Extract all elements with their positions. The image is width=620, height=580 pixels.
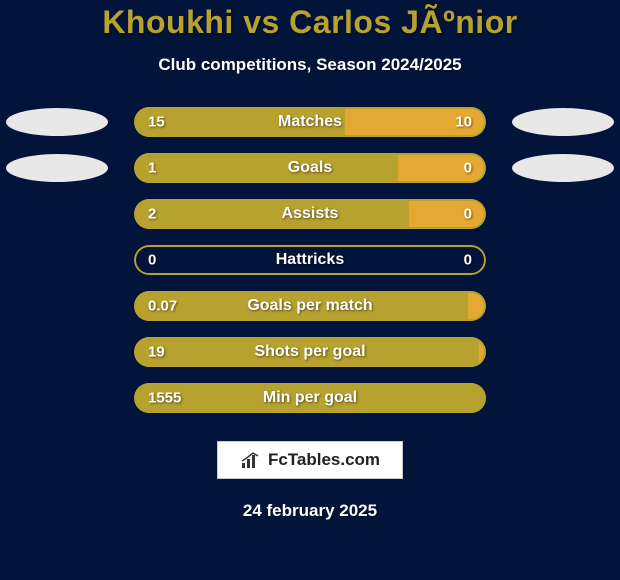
stat-seg-left [134, 337, 479, 367]
stat-value-left: 15 [148, 114, 165, 131]
stat-row: Shots per goal19 [0, 337, 620, 367]
stat-seg-left [134, 291, 468, 321]
stat-seg-left [134, 107, 345, 137]
stat-row: Goals per match0.07 [0, 291, 620, 321]
date-label: 24 february 2025 [243, 501, 377, 521]
subtitle: Club competitions, Season 2024/2025 [158, 55, 461, 75]
player-marker-left [6, 108, 108, 136]
stat-bar: Matches1510 [134, 107, 486, 137]
stat-seg-left [134, 383, 486, 413]
stat-seg-right [468, 291, 486, 321]
watermark-text: FcTables.com [268, 450, 380, 470]
stat-value-right: 10 [455, 114, 472, 131]
stat-bar: Goals10 [134, 153, 486, 183]
stat-value-left: 1 [148, 160, 156, 177]
stat-row: Assists20 [0, 199, 620, 229]
stat-value-left: 19 [148, 344, 165, 361]
stat-value-left: 2 [148, 206, 156, 223]
stat-seg-right [409, 199, 486, 229]
stat-seg-right [310, 245, 486, 275]
stat-bar: Shots per goal19 [134, 337, 486, 367]
stat-row: Min per goal1555 [0, 383, 620, 413]
stat-value-left: 1555 [148, 390, 181, 407]
player-marker-left [6, 154, 108, 182]
stat-bar: Min per goal1555 [134, 383, 486, 413]
stat-value-left: 0 [148, 252, 156, 269]
stat-value-right: 0 [464, 206, 472, 223]
stat-seg-right [398, 153, 486, 183]
player-marker-right [512, 108, 614, 136]
stat-row: Matches1510 [0, 107, 620, 137]
stat-value-right: 0 [464, 252, 472, 269]
stat-bar: Goals per match0.07 [134, 291, 486, 321]
content-wrapper: Khoukhi vs Carlos JÃºnior Club competiti… [0, 0, 620, 580]
stat-value-left: 0.07 [148, 298, 177, 315]
stat-seg-right [479, 337, 486, 367]
chart-icon [240, 451, 262, 469]
stat-seg-left [134, 245, 310, 275]
watermark-badge: FcTables.com [217, 441, 403, 479]
stat-bar: Assists20 [134, 199, 486, 229]
stat-row: Hattricks00 [0, 245, 620, 275]
stat-seg-left [134, 199, 409, 229]
stat-value-right: 0 [464, 160, 472, 177]
stat-bar: Hattricks00 [134, 245, 486, 275]
page-title: Khoukhi vs Carlos JÃºnior [102, 4, 517, 41]
stats-container: Matches1510Goals10Assists20Hattricks00Go… [0, 107, 620, 429]
player-marker-right [512, 154, 614, 182]
stat-seg-left [134, 153, 398, 183]
stat-row: Goals10 [0, 153, 620, 183]
